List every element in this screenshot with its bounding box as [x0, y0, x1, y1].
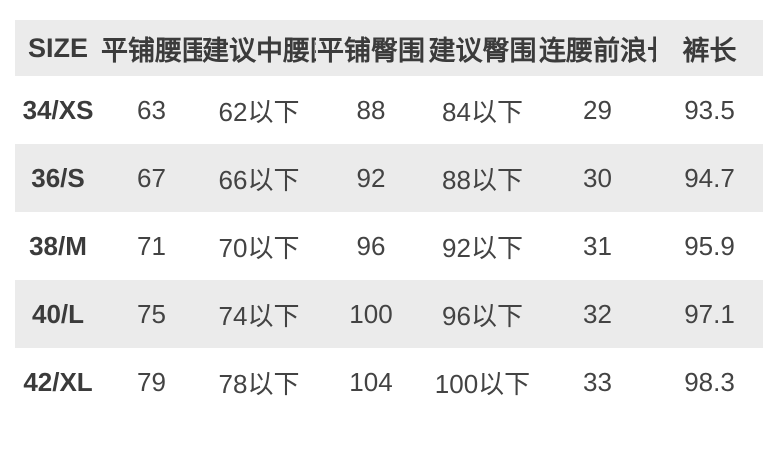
header-cell-suggested-mid-waist: 建议中腰围 [202, 35, 316, 66]
table-cell: 30 [583, 162, 612, 193]
size-cell: 40/L [31, 298, 85, 329]
table-cell: 66以下 [218, 164, 300, 195]
table-cell: 96 [356, 230, 386, 261]
size-chart-table: SIZE 平铺腰围 建议中腰围 平铺臀围 建议臀围 连腰前浪长 裤长 34/XS… [15, 20, 763, 416]
table-cell: 104 [349, 366, 393, 397]
table-row-34xs: 34/XS 63 62以下 88 84以下 29 93.5 [15, 76, 763, 144]
table-cell: 94.7 [684, 162, 735, 193]
table-cell: 71 [137, 230, 166, 261]
table-cell: 67 [137, 162, 166, 193]
table-cell: 29 [583, 94, 612, 125]
table-cell: 78以下 [218, 368, 300, 399]
table-cell: 100 [349, 298, 393, 329]
table-cell: 33 [583, 366, 612, 397]
table-cell: 96以下 [442, 300, 523, 331]
table-cell: 32 [583, 298, 612, 329]
table-cell: 62以下 [218, 96, 300, 127]
header-cell-size: SIZE [27, 32, 88, 63]
table-cell: 75 [137, 298, 166, 329]
table-cell: 70以下 [218, 232, 300, 263]
table-cell: 100以下 [434, 368, 531, 399]
table-cell: 93.5 [684, 94, 735, 125]
header-cell-flat-hip: 平铺臀围 [317, 35, 425, 66]
size-chart-header: SIZE 平铺腰围 建议中腰围 平铺臀围 建议臀围 连腰前浪长 裤长 [15, 20, 763, 76]
table-cell: 74以下 [218, 300, 300, 331]
header-cell-front-rise: 连腰前浪长 [539, 35, 656, 66]
table-cell: 98.3 [684, 366, 735, 397]
table-cell: 31 [583, 230, 612, 261]
table-row-38m: 38/M 71 70以下 96 92以下 31 95.9 [15, 212, 763, 280]
size-cell: 36/S [31, 162, 85, 193]
header-cell-pant-length: 裤长 [682, 35, 737, 66]
table-cell: 88 [356, 94, 386, 125]
table-cell: 84以下 [442, 96, 523, 127]
size-chart-body: 34/XS 63 62以下 88 84以下 29 93.5 36/S 67 66… [15, 76, 763, 416]
table-cell: 79 [137, 366, 166, 397]
header-cell-suggested-hip: 建议臀围 [428, 35, 537, 66]
size-cell: 42/XL [23, 366, 93, 397]
table-cell: 97.1 [684, 298, 735, 329]
size-cell: 38/M [29, 230, 87, 261]
table-row-42xl: 42/XL 79 78以下 104 100以下 33 98.3 [15, 348, 763, 416]
size-cell: 34/XS [22, 94, 94, 125]
table-row-40l: 40/L 75 74以下 100 96以下 32 97.1 [15, 280, 763, 348]
header-row: SIZE 平铺腰围 建议中腰围 平铺臀围 建议臀围 连腰前浪长 裤长 [15, 20, 763, 76]
table-cell: 88以下 [442, 164, 523, 195]
table-cell: 63 [137, 94, 166, 125]
header-cell-flat-waist: 平铺腰围 [101, 35, 202, 66]
table-cell: 95.9 [684, 230, 735, 261]
table-cell: 92 [356, 162, 386, 193]
table-row-36s: 36/S 67 66以下 92 88以下 30 94.7 [15, 144, 763, 212]
table-cell: 92以下 [442, 232, 523, 263]
